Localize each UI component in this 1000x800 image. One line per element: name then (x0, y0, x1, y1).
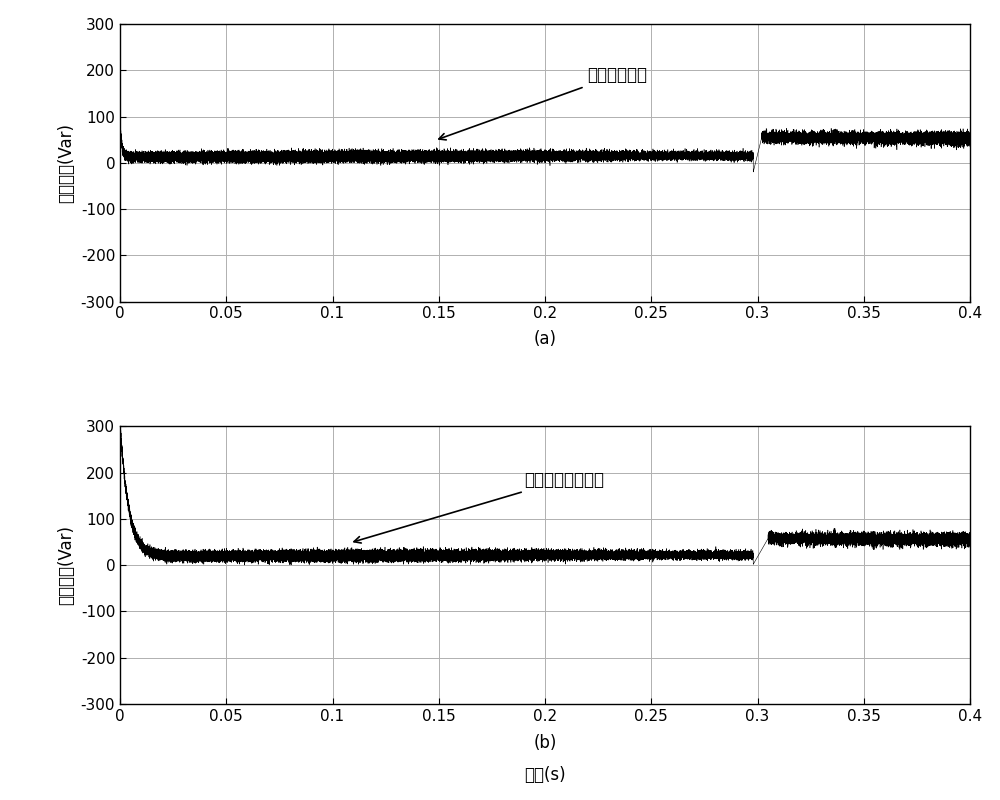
Y-axis label: 无功功率(Var): 无功功率(Var) (57, 526, 75, 606)
Text: 传统比例积分控制: 传统比例积分控制 (354, 470, 604, 543)
Y-axis label: 无功功率(Var): 无功功率(Var) (57, 122, 75, 202)
Text: 时间(s): 时间(s) (524, 766, 566, 784)
Text: 直接增益控制: 直接增益控制 (439, 66, 648, 140)
Text: (b): (b) (533, 734, 557, 752)
X-axis label: (a): (a) (534, 330, 556, 348)
